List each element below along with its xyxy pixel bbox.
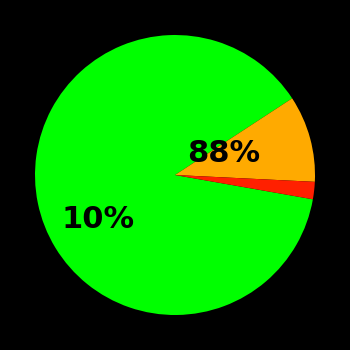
Wedge shape [35, 35, 313, 315]
Text: 10%: 10% [62, 205, 134, 234]
Wedge shape [175, 98, 315, 182]
Text: 88%: 88% [188, 140, 260, 168]
Wedge shape [175, 175, 315, 199]
